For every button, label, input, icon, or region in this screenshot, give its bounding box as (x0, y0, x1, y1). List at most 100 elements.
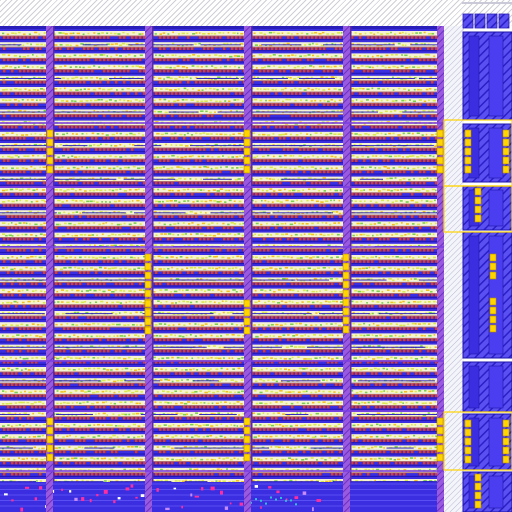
poly-gate (111, 159, 114, 162)
poly-gate (15, 260, 18, 263)
implant-speck (117, 211, 121, 213)
poly-gate (291, 260, 294, 263)
implant-speck (205, 65, 208, 68)
poly-gate (27, 114, 30, 118)
poly-gate (311, 125, 314, 129)
poly-gate (187, 305, 190, 308)
implant-speck (59, 43, 63, 46)
poly-gate (299, 293, 302, 297)
implant-speck (394, 177, 397, 179)
poly-gate (191, 282, 194, 286)
implant-speck (271, 88, 275, 91)
implant-speck (233, 233, 237, 236)
implant-speck (315, 200, 319, 203)
poly-gate (35, 226, 38, 230)
poly-gate (63, 92, 66, 95)
poly-gate (363, 103, 366, 106)
implant-speck (192, 88, 194, 90)
poly-gate (119, 114, 122, 118)
implant-speck (310, 100, 313, 102)
implant-speck (94, 54, 98, 56)
implant-speck (189, 144, 193, 146)
implant-speck (377, 87, 381, 90)
poly-gate (3, 47, 6, 50)
poly-gate (287, 271, 290, 274)
poly-gate (23, 69, 26, 73)
implant-speck (217, 233, 221, 235)
poly-gate (7, 305, 10, 308)
poly-gate (135, 204, 138, 207)
poly-strip (0, 91, 444, 93)
implant-speck (219, 188, 223, 191)
poly-gate (111, 193, 114, 196)
implant-speck (158, 77, 162, 80)
implant-speck (41, 189, 46, 191)
poly-gate (127, 215, 130, 218)
implant-speck (418, 99, 422, 101)
implant-speck (7, 291, 11, 293)
poly-gate (59, 81, 62, 84)
implant-speck (365, 65, 369, 68)
implant-speck (103, 66, 105, 69)
implant-speck (110, 88, 113, 90)
implant-speck (158, 311, 161, 314)
poly-gate (119, 316, 122, 319)
poly-gate (323, 271, 326, 274)
poly-gate (167, 58, 170, 62)
implant-speck (207, 32, 210, 35)
poly-gate (259, 215, 262, 218)
poly-gate (271, 137, 274, 140)
implant-speck (21, 134, 24, 136)
implant-speck (272, 133, 275, 135)
poly-gate (311, 249, 314, 252)
implant-speck (251, 267, 255, 270)
implant-speck (395, 255, 399, 258)
implant-speck (400, 222, 403, 224)
implant-speck (27, 300, 31, 303)
poly-gate (135, 58, 138, 62)
poly-gate (171, 69, 174, 73)
implant-speck (189, 210, 193, 213)
poly-gate (67, 92, 70, 95)
implant-speck (36, 89, 39, 91)
poly-gate (423, 36, 426, 39)
poly-gate (223, 293, 226, 297)
poly-gate (311, 69, 314, 73)
poly-gate (183, 181, 186, 185)
implant-speck (373, 189, 376, 191)
poly-gate (7, 92, 10, 95)
implant-speck (413, 300, 416, 303)
poly-gate (267, 148, 270, 151)
poly-gate (127, 58, 130, 62)
poly-gate (235, 148, 238, 151)
poly-gate (427, 215, 430, 218)
poly-gate (419, 58, 422, 62)
poly-gate (79, 293, 82, 297)
poly-gate (23, 114, 26, 118)
implant-speck (35, 200, 39, 203)
implant-speck (195, 132, 198, 135)
poly-gate (167, 181, 170, 185)
poly-gate (355, 159, 358, 162)
implant-speck (363, 200, 366, 203)
implant-speck (19, 189, 22, 191)
implant-speck (392, 290, 395, 292)
poly-gate (39, 159, 42, 162)
implant-speck (424, 43, 426, 45)
poly-gate (259, 271, 262, 274)
poly-gate (63, 181, 66, 185)
implant-speck (284, 301, 288, 304)
implant-speck (294, 54, 297, 57)
poly-gate (187, 36, 190, 39)
implant-speck (320, 201, 324, 203)
implant-speck (57, 156, 60, 159)
implant-speck (251, 177, 254, 180)
poly-gate (431, 170, 434, 174)
implant-speck (391, 100, 395, 102)
poly-gate (319, 305, 322, 308)
implant-speck (361, 177, 364, 180)
implant-speck (398, 166, 402, 168)
implant-speck (2, 53, 6, 56)
